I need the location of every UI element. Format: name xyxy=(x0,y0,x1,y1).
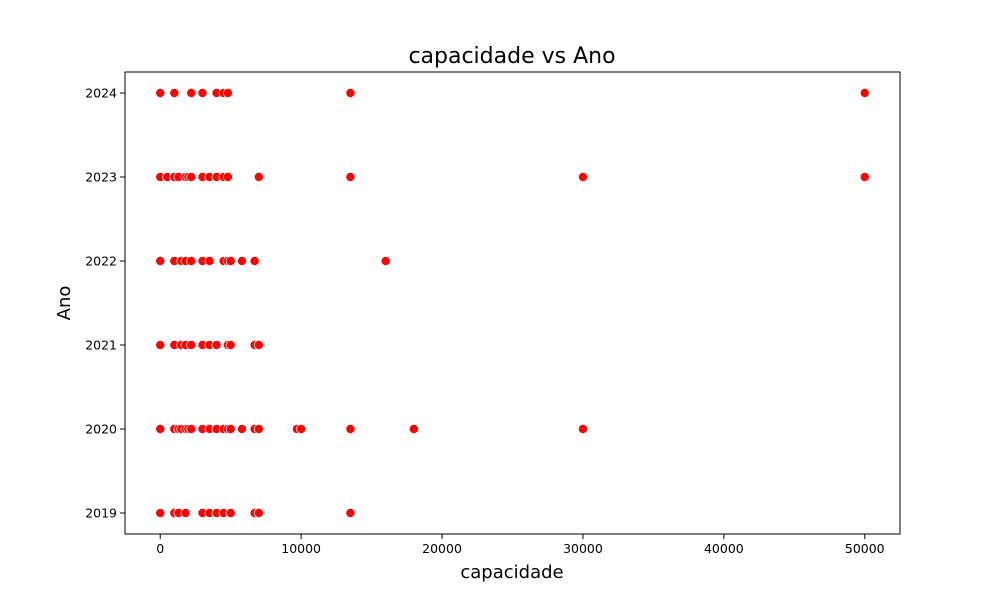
y-tick-label: 2021 xyxy=(85,338,117,353)
scatter-point xyxy=(186,255,197,266)
scatter-point xyxy=(186,171,197,182)
scatter-point xyxy=(225,339,236,350)
scatter-point xyxy=(180,507,191,518)
scatter-point xyxy=(253,171,264,182)
scatter-point xyxy=(155,423,166,434)
x-tick-label: 0 xyxy=(156,541,164,556)
scatter-point xyxy=(204,255,215,266)
scatter-point xyxy=(345,507,356,518)
scatter-point xyxy=(169,88,180,99)
scatter-point xyxy=(236,255,247,266)
y-axis: 2019 2020 2021 2022 2023 2024 xyxy=(85,86,125,521)
scatter-point xyxy=(859,88,870,99)
x-tick-label: 40000 xyxy=(704,541,744,556)
y-tick-label: 2022 xyxy=(85,254,117,269)
scatter-point xyxy=(155,507,166,518)
chart-title: capacidade vs Ano xyxy=(408,44,615,69)
y-tick-label: 2023 xyxy=(85,170,117,185)
y-axis-label: Ano xyxy=(54,286,75,321)
scatter-point xyxy=(859,171,870,182)
x-tick-label: 30000 xyxy=(563,541,603,556)
scatter-point xyxy=(225,423,236,434)
x-tick-label: 20000 xyxy=(422,541,462,556)
scatter-point xyxy=(408,423,419,434)
scatter-point xyxy=(296,423,307,434)
scatter-point xyxy=(577,171,588,182)
scatter-point xyxy=(186,339,197,350)
scatter-point xyxy=(222,88,233,99)
scatter-point xyxy=(345,88,356,99)
scatter-point xyxy=(211,339,222,350)
scatter-point xyxy=(155,339,166,350)
scatter-point xyxy=(222,171,233,182)
scatter-point xyxy=(253,507,264,518)
x-tick-label: 50000 xyxy=(845,541,885,556)
scatter-point xyxy=(236,423,247,434)
scatter-point xyxy=(186,88,197,99)
y-tick-label: 2020 xyxy=(85,422,117,437)
data-points xyxy=(155,88,870,518)
scatter-point xyxy=(577,423,588,434)
scatter-point xyxy=(380,255,391,266)
scatter-point xyxy=(345,171,356,182)
scatter-point xyxy=(253,423,264,434)
plot-frame xyxy=(124,71,901,535)
scatter-point xyxy=(345,423,356,434)
scatter-point xyxy=(197,88,208,99)
scatter-point xyxy=(225,255,236,266)
scatter-point xyxy=(155,88,166,99)
scatter-point xyxy=(186,423,197,434)
scatter-point xyxy=(249,255,260,266)
scatter-point xyxy=(253,339,264,350)
y-tick-label: 2024 xyxy=(85,86,117,101)
scatter-point xyxy=(225,507,236,518)
x-tick-label: 10000 xyxy=(281,541,321,556)
x-axis-label: capacidade xyxy=(460,562,563,583)
y-tick-label: 2019 xyxy=(85,506,117,521)
x-axis: 0 10000 20000 30000 40000 50000 xyxy=(156,534,885,556)
scatter-point xyxy=(155,255,166,266)
